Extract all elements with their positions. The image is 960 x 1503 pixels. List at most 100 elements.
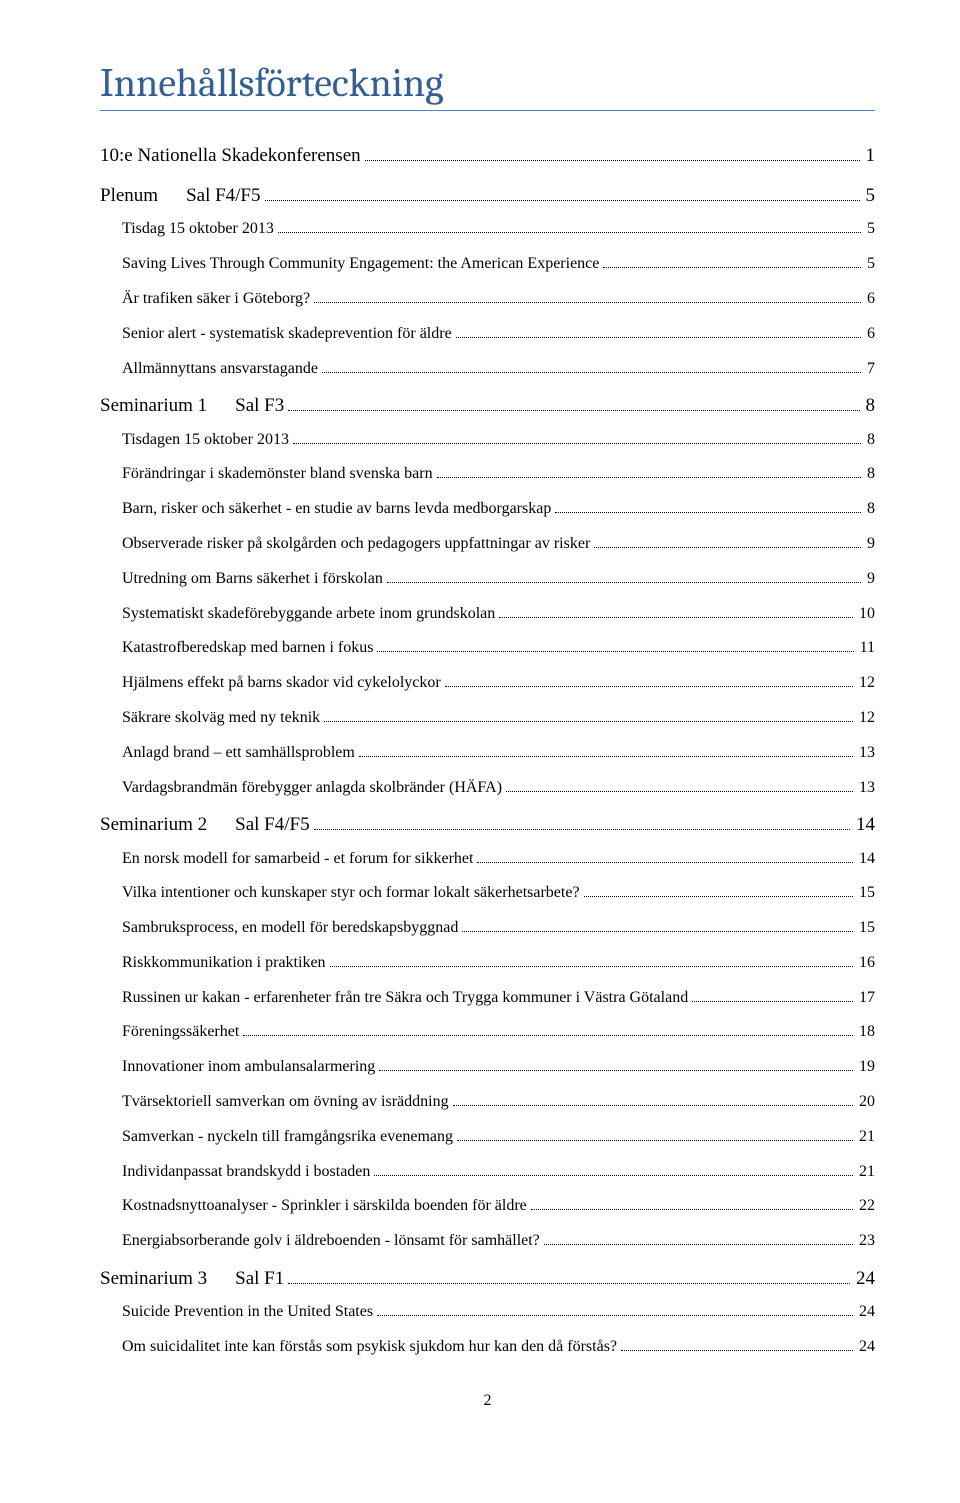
toc-leader-dots (293, 443, 861, 444)
toc-entry: Saving Lives Through Community Engagemen… (100, 250, 875, 279)
toc-entry-label: Seminarium 1 (100, 389, 207, 423)
toc-entry-page: 20 (857, 1088, 875, 1117)
toc-entry-room: Sal F4/F5 (186, 179, 260, 213)
toc-entry: Seminarium 3 Sal F1 24 (100, 1262, 875, 1296)
toc-entry-page: 14 (857, 845, 875, 874)
toc-entry: Anlagd brand – ett samhällsproblem 13 (100, 739, 875, 768)
toc-entry-page: 24 (857, 1333, 875, 1362)
toc-entry: Föreningssäkerhet 18 (100, 1018, 875, 1047)
toc-entry: Tisdag 15 oktober 20135 (100, 215, 875, 244)
toc-entry-page: 5 (865, 215, 875, 244)
toc-leader-dots (278, 232, 861, 233)
toc-entry-page: 9 (865, 530, 875, 559)
toc-entry-label: Seminarium 3 (100, 1262, 207, 1296)
toc-entry-label: Senior alert - systematisk skadepreventi… (122, 320, 452, 349)
toc-leader-dots (365, 160, 860, 161)
toc-entry-label: Observerade risker på skolgården och ped… (122, 530, 590, 559)
toc-entry-label: Anlagd brand – ett samhällsproblem (122, 739, 355, 768)
toc-entry-page: 8 (865, 426, 875, 455)
toc-entry-label: Hjälmens effekt på barns skador vid cyke… (122, 669, 441, 698)
toc-entry-label: Russinen ur kakan - erfarenheter från tr… (122, 984, 688, 1013)
toc-entry-page: 13 (857, 739, 875, 768)
toc-entry: Om suicidalitet inte kan förstås som psy… (100, 1333, 875, 1362)
toc-entry: Samverkan - nyckeln till framgångsrika e… (100, 1123, 875, 1152)
toc-leader-dots (603, 267, 861, 268)
toc-leader-dots (359, 756, 853, 757)
toc-entry-label: Plenum (100, 179, 158, 213)
toc-entry-page: 15 (857, 914, 875, 943)
toc-entry: Katastrofberedskap med barnen i fokus 11 (100, 634, 875, 663)
toc-leader-dots (377, 1315, 853, 1316)
toc-entry-page: 24 (854, 1262, 875, 1296)
toc-entry: Kostnadsnyttoanalyser - Sprinkler i särs… (100, 1192, 875, 1221)
toc-leader-dots (265, 200, 860, 201)
page-number: 2 (100, 1392, 875, 1410)
toc-entry-label: Tvärsektoriell samverkan om övning av is… (122, 1088, 449, 1117)
toc-entry-page: 17 (857, 984, 875, 1013)
toc-entry: Plenum Sal F4/F5 5 (100, 179, 875, 213)
toc-entry: Tvärsektoriell samverkan om övning av is… (100, 1088, 875, 1117)
toc-leader-dots (445, 686, 853, 687)
toc-entry: Individanpassat brandskydd i bostaden21 (100, 1158, 875, 1187)
toc-leader-dots (453, 1105, 853, 1106)
toc-entry-page: 8 (865, 460, 875, 489)
toc-entry-label: Allmännyttans ansvarstagande (122, 355, 318, 384)
toc-leader-dots (499, 617, 853, 618)
toc-leader-dots (555, 512, 861, 513)
toc-entry-room: Sal F3 (235, 389, 284, 423)
toc-leader-dots (377, 651, 853, 652)
toc-entry: Säkrare skolväg med ny teknik 12 (100, 704, 875, 733)
toc-entry-page: 8 (864, 389, 876, 423)
toc-entry: Utredning om Barns säkerhet i förskolan9 (100, 565, 875, 594)
toc-entry-label: Föreningssäkerhet (122, 1018, 239, 1047)
toc-entry-label: Suicide Prevention in the United States (122, 1298, 373, 1327)
toc-entry-label: Säkrare skolväg med ny teknik (122, 704, 320, 733)
toc-entry-label: En norsk modell for samarbeid - et forum… (122, 845, 473, 874)
toc-entry-label: Tisdagen 15 oktober 2013 (122, 426, 289, 455)
toc-leader-dots (243, 1035, 853, 1036)
toc-entry-label: Seminarium 2 (100, 808, 207, 842)
toc-leader-dots (462, 931, 853, 932)
toc-entry-page: 11 (858, 634, 875, 663)
toc-leader-dots (288, 1283, 850, 1284)
toc-leader-dots (621, 1350, 853, 1351)
toc-leader-dots (314, 302, 861, 303)
toc-entry-page: 8 (865, 495, 875, 524)
toc-entry-page: 9 (865, 565, 875, 594)
toc-entry-label: Barn, risker och säkerhet - en studie av… (122, 495, 551, 524)
toc-leader-dots (322, 372, 861, 373)
toc-entry-label: Energiabsorberande golv i äldreboenden -… (122, 1227, 540, 1256)
toc-entry-page: 6 (865, 285, 875, 314)
toc-entry-page: 18 (857, 1018, 875, 1047)
toc-entry-label: Katastrofberedskap med barnen i fokus (122, 634, 373, 663)
toc-entry: Senior alert - systematisk skadepreventi… (100, 320, 875, 349)
toc-entry-page: 12 (857, 704, 875, 733)
toc-entry-page: 15 (857, 879, 875, 908)
toc-entry-label: Sambruksprocess, en modell för beredskap… (122, 914, 458, 943)
toc-entry-page: 12 (857, 669, 875, 698)
toc-entry: Barn, risker och säkerhet - en studie av… (100, 495, 875, 524)
toc-entry-page: 6 (865, 320, 875, 349)
toc-entry: Hjälmens effekt på barns skador vid cyke… (100, 669, 875, 698)
toc-entry-page: 23 (857, 1227, 875, 1256)
toc-leader-dots (692, 1001, 853, 1002)
toc-leader-dots (330, 966, 853, 967)
toc-leader-dots (288, 410, 859, 411)
toc-entry-label: Riskkommunikation i praktiken (122, 949, 326, 978)
toc-leader-dots (314, 829, 850, 830)
toc-entry: Innovationer inom ambulansalarmering19 (100, 1053, 875, 1082)
toc-entry: Russinen ur kakan - erfarenheter från tr… (100, 984, 875, 1013)
toc-entry: Allmännyttans ansvarstagande7 (100, 355, 875, 384)
toc-entry-room: Sal F1 (235, 1262, 284, 1296)
toc-entry-label: 10:e Nationella Skadekonferensen (100, 139, 361, 173)
toc-entry-page: 5 (864, 179, 876, 213)
page-title: Innehållsförteckning (100, 60, 875, 111)
toc-entry-label: Saving Lives Through Community Engagemen… (122, 250, 599, 279)
toc-entry-label: Samverkan - nyckeln till framgångsrika e… (122, 1123, 453, 1152)
toc-entry-room: Sal F4/F5 (235, 808, 309, 842)
toc-leader-dots (506, 791, 853, 792)
toc-leader-dots (457, 1140, 853, 1141)
toc-entry-page: 10 (857, 600, 875, 629)
toc-leader-dots (387, 582, 861, 583)
toc-entry: 10:e Nationella Skadekonferensen1 (100, 139, 875, 173)
